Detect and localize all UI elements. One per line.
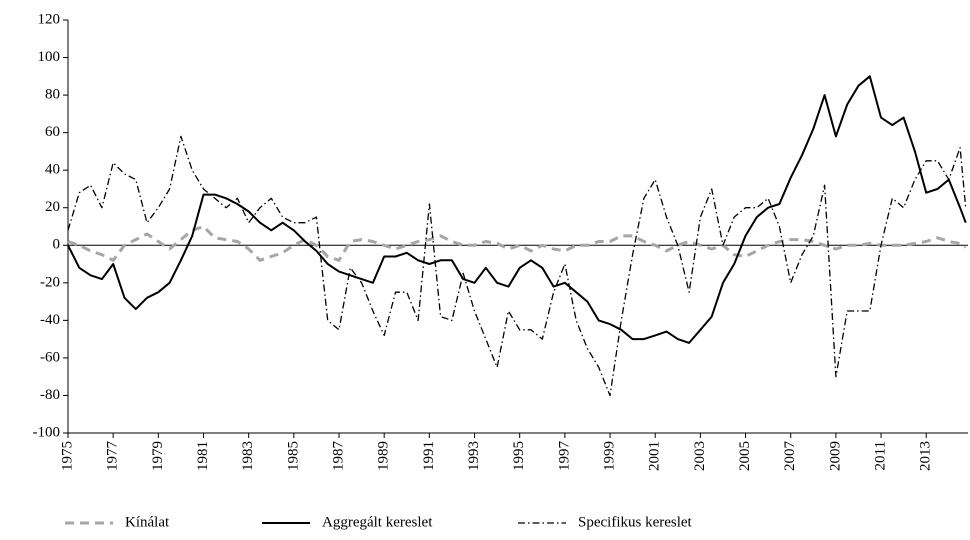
y-tick-label: 120 — [38, 11, 61, 27]
x-tick-label: 2003 — [692, 441, 708, 471]
x-tick-label: 1977 — [105, 441, 121, 472]
x-tick-label: 1995 — [511, 441, 527, 471]
y-tick-label: -60 — [40, 349, 60, 365]
x-tick-label: 1989 — [376, 441, 392, 471]
legend-item: Kínálat — [65, 514, 170, 530]
series-line — [67, 75, 967, 344]
x-tick-label: 1983 — [240, 441, 256, 471]
x-tick-label: 1985 — [285, 441, 301, 471]
legend-label: Specifikus kereslet — [578, 514, 693, 530]
x-tick-label: 2007 — [782, 441, 798, 472]
x-tick-label: 1991 — [421, 441, 437, 471]
y-tick-label: -40 — [40, 312, 60, 328]
x-tick-label: 1979 — [150, 441, 166, 471]
y-tick-label: 0 — [53, 237, 61, 253]
legend-item: Aggregált kereslet — [262, 514, 433, 530]
x-tick-label: 2009 — [827, 441, 843, 471]
legend-label: Kínálat — [125, 514, 170, 530]
x-tick-label: 2013 — [918, 441, 934, 471]
x-tick-label: 1981 — [195, 441, 211, 471]
x-tick-label: 1975 — [59, 441, 75, 471]
legend-item: Specifikus kereslet — [518, 514, 693, 530]
y-tick-label: 60 — [45, 124, 60, 140]
x-tick-label: 1999 — [601, 441, 617, 471]
series-line — [67, 225, 967, 262]
y-tick-label: -20 — [40, 274, 60, 290]
y-tick-label: -80 — [40, 387, 60, 403]
y-tick-label: 100 — [38, 49, 61, 65]
x-tick-label: 2001 — [647, 441, 663, 471]
x-tick-label: 1993 — [466, 441, 482, 471]
legend-label: Aggregált kereslet — [322, 514, 433, 530]
y-tick-label: 40 — [45, 162, 60, 178]
x-tick-label: 1987 — [330, 441, 346, 472]
x-tick-label: 2011 — [872, 441, 888, 470]
y-tick-label: -100 — [33, 424, 61, 440]
x-tick-label: 1997 — [556, 441, 572, 472]
y-tick-label: 20 — [45, 199, 60, 215]
x-tick-label: 2005 — [737, 441, 753, 471]
y-tick-label: 80 — [45, 87, 60, 103]
series-line — [67, 135, 967, 397]
